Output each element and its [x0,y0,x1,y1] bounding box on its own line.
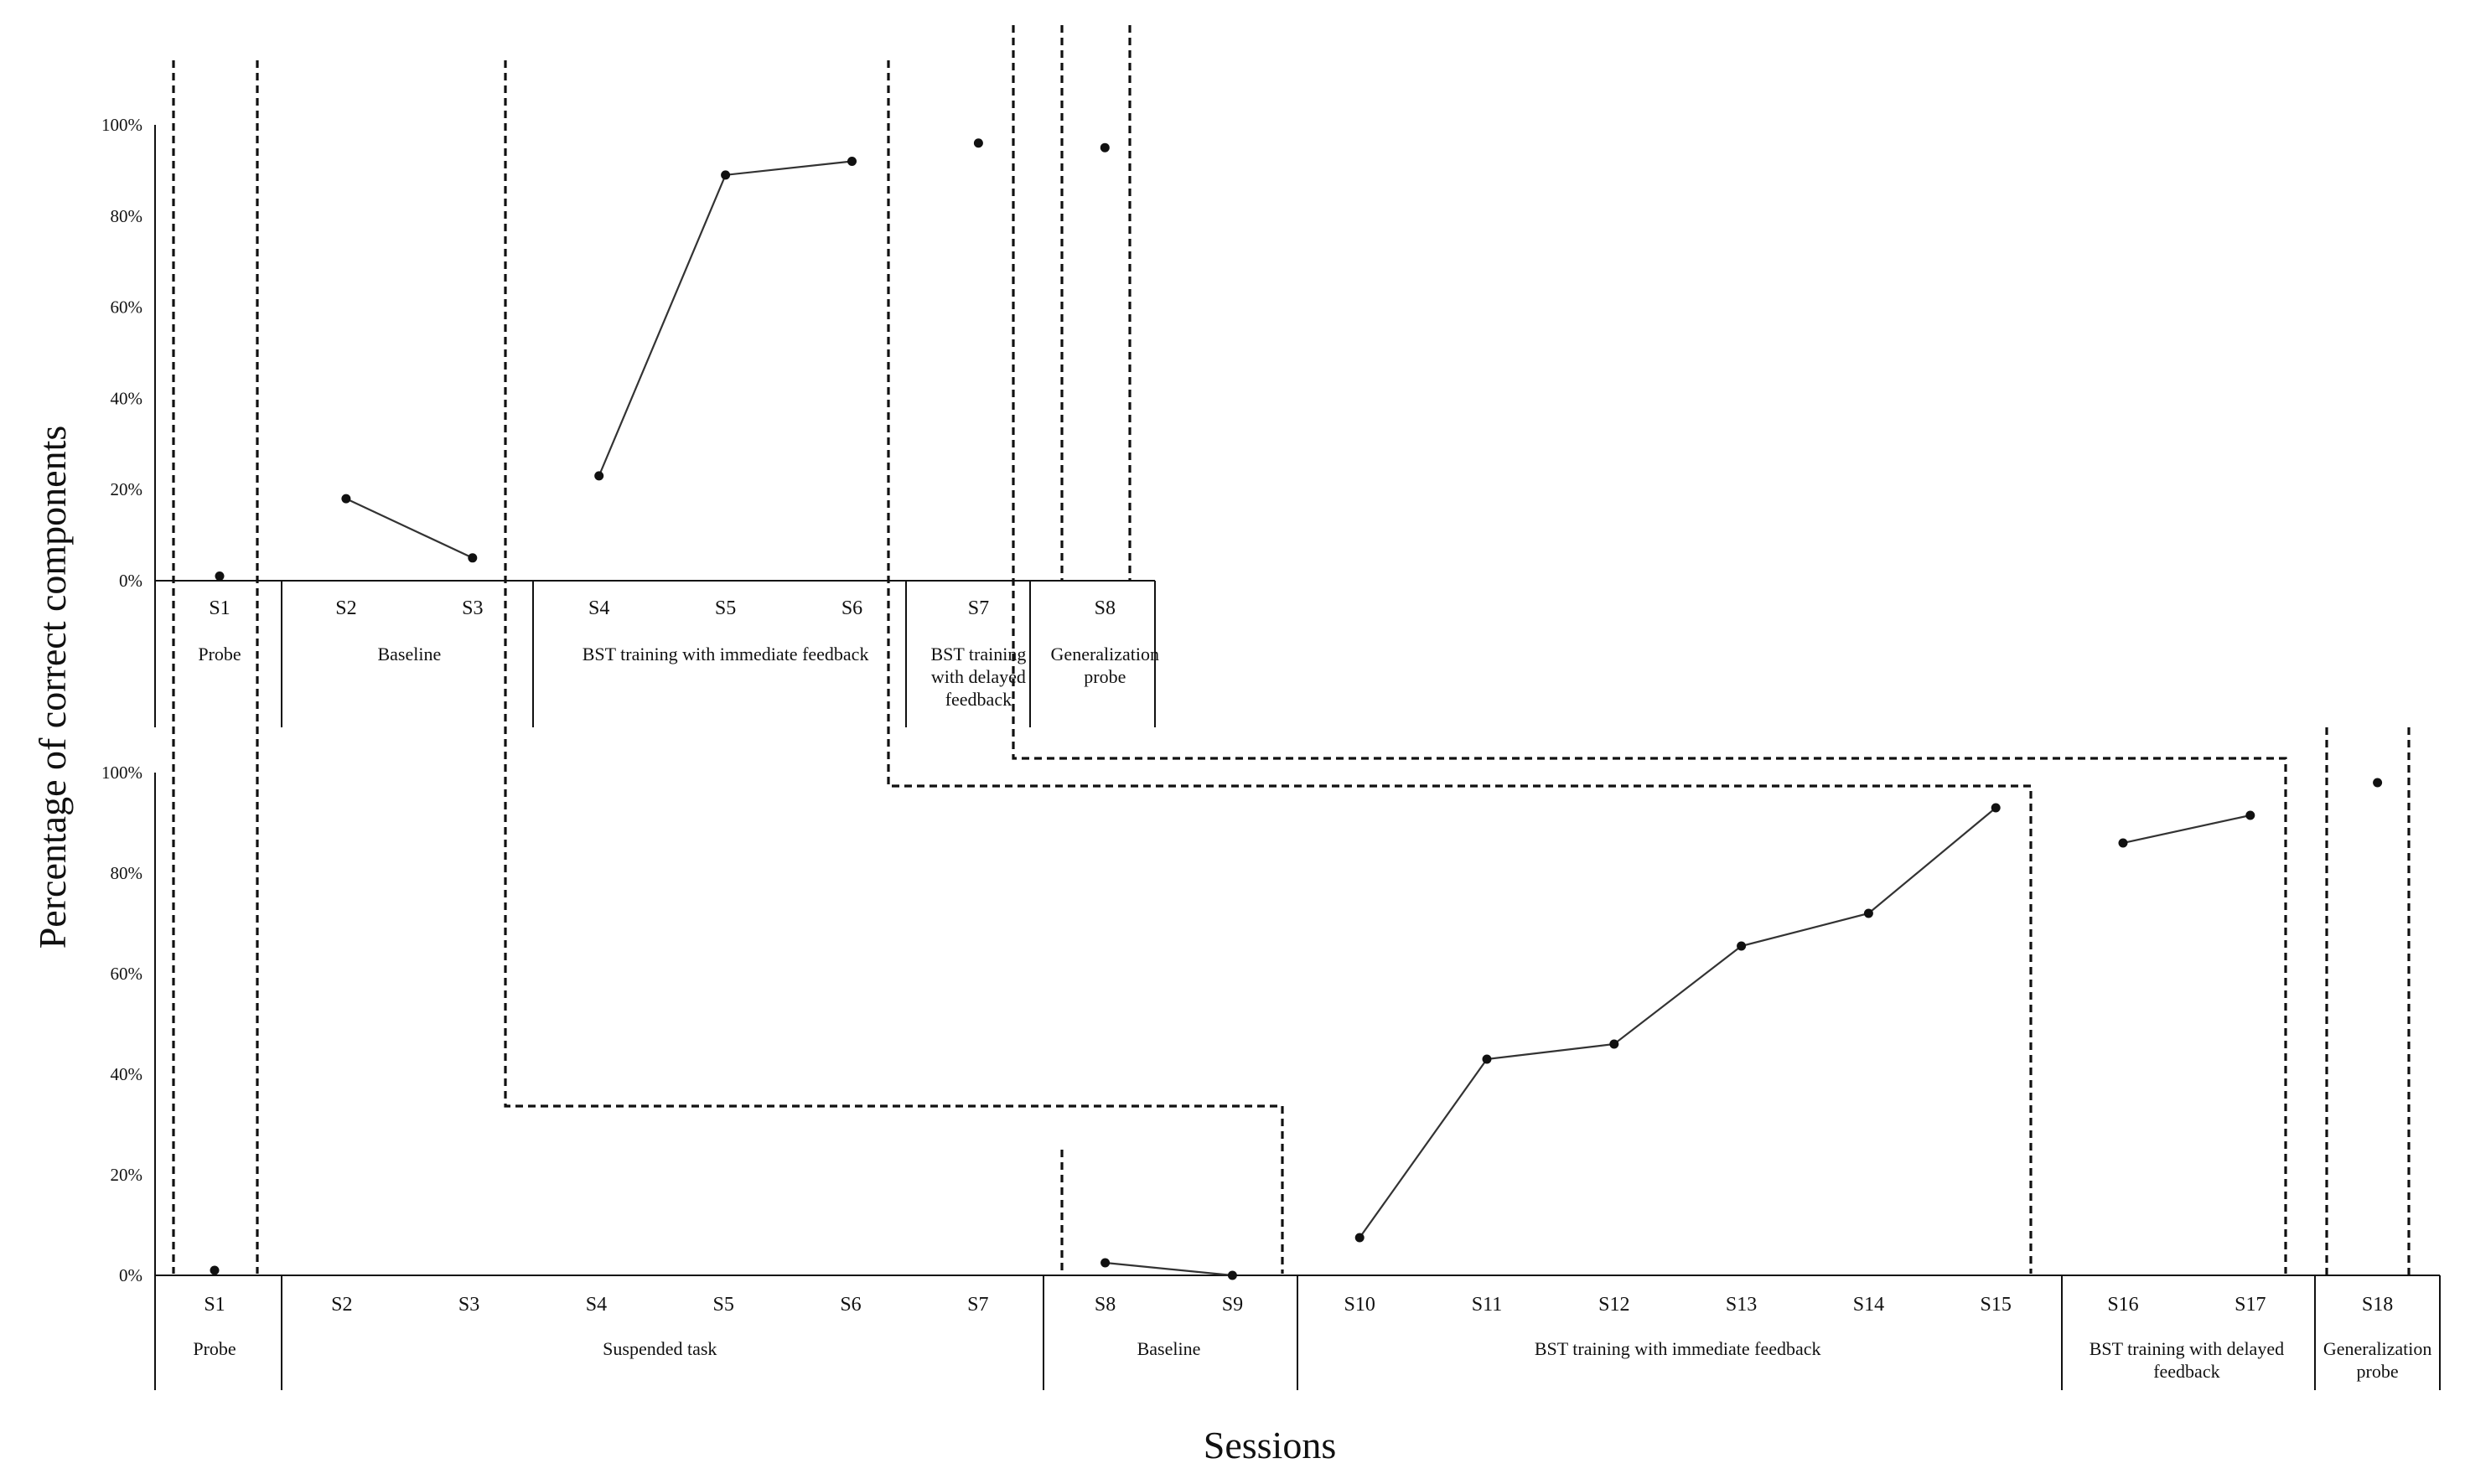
series-line [1359,807,1996,1238]
x-tick-label: S16 [2107,1294,2138,1316]
y-tick-label: 20% [111,479,143,499]
data-point [1354,1233,1365,1243]
phase-change-line [504,60,1284,1274]
y-tick-label: 40% [111,388,143,408]
phase-change-line [887,60,2033,1274]
data-point [1737,941,1747,951]
x-tick-label: S9 [1222,1294,1243,1316]
data-point [2245,810,2255,820]
x-tick-label: S8 [1095,1294,1116,1316]
x-tick-label: S6 [840,1294,861,1316]
phase-label: BST training with delayed feedback [930,644,1026,710]
data-point [2373,778,2383,788]
x-tick-label: S10 [1344,1294,1375,1316]
x-tick-label: S3 [458,1294,479,1316]
data-point [1482,1054,1492,1064]
y-tick-label: 40% [111,1064,143,1084]
phase-label: BST training with delayed feedback [2090,1338,2284,1382]
x-tick-label: S11 [1472,1294,1502,1316]
data-point [1991,803,2001,813]
x-tick-label: S5 [715,597,736,619]
phase-label: Baseline [1137,1338,1201,1359]
data-point [1609,1039,1619,1049]
y-tick-label: 80% [111,206,143,226]
data-point [1863,908,1873,918]
labels: 100% 80% 60% 40% 20% 0% S1 S2 S3 S4 S5 S6 S7 S8 Probe B… [101,115,2431,1382]
x-tick-label: S15 [1981,1294,2012,1316]
data-point [1227,1270,1237,1280]
y-tick-label: 60% [111,297,143,318]
phase-change-lines [172,25,2411,1275]
x-tick-label: S1 [204,1294,225,1316]
data-point [594,471,604,481]
x-tick-label: S4 [586,1294,607,1316]
y-axis-title: Percentage of correct components [31,426,74,949]
x-tick-label: S14 [1853,1294,1884,1316]
data-point [721,170,731,180]
axes [154,125,2441,1390]
data-point [2118,838,2128,848]
x-tick-label: S4 [588,597,609,619]
phase-label: Generalization probe [2323,1338,2432,1382]
series-line [345,498,474,559]
phase-label: BST training with immediate feedback [583,644,869,664]
phase-label: BST training with immediate feedback [1535,1338,1821,1359]
data-point [210,1265,220,1275]
series-line [598,160,852,477]
phase-label: Probe [198,644,241,664]
phase-label: Generalization probe [1051,644,1160,687]
x-tick-label: S7 [967,1294,988,1316]
y-tick-label: 80% [111,863,143,883]
y-tick-label: 0% [119,571,142,591]
data-point [468,553,478,563]
x-tick-label: S3 [462,597,483,619]
x-tick-label: S18 [2362,1294,2393,1316]
phase-label: Probe [193,1338,236,1359]
series-line [2122,814,2251,845]
x-tick-label: S1 [209,597,230,619]
x-tick-label: S8 [1095,597,1116,619]
data-point [215,571,225,582]
y-tick-label: 0% [119,1265,142,1285]
y-tick-label: 100% [101,763,142,783]
x-tick-label: S2 [335,597,356,619]
x-tick-label: S17 [2235,1294,2266,1316]
data-point [973,138,983,148]
x-tick-label: S6 [842,597,862,619]
y-tick-label: 100% [101,115,142,135]
phase-label: Suspended task [603,1338,717,1359]
data-point [847,157,857,167]
y-tick-label: 20% [111,1165,143,1185]
phase-label: Baseline [377,644,441,664]
x-tick-label: S13 [1726,1294,1757,1316]
x-tick-label: S7 [968,597,989,619]
phase-change-line [1012,25,2287,1274]
series-line [1105,1261,1233,1277]
x-tick-label: S2 [331,1294,352,1316]
data-point [1100,1258,1111,1268]
x-tick-label: S5 [713,1294,734,1316]
data-series [210,138,2383,1280]
x-axis-title: Sessions [1204,1424,1336,1466]
data-point [341,494,351,504]
x-tick-label: S12 [1598,1294,1629,1316]
data-point [1100,142,1110,153]
y-tick-label: 60% [111,964,143,984]
